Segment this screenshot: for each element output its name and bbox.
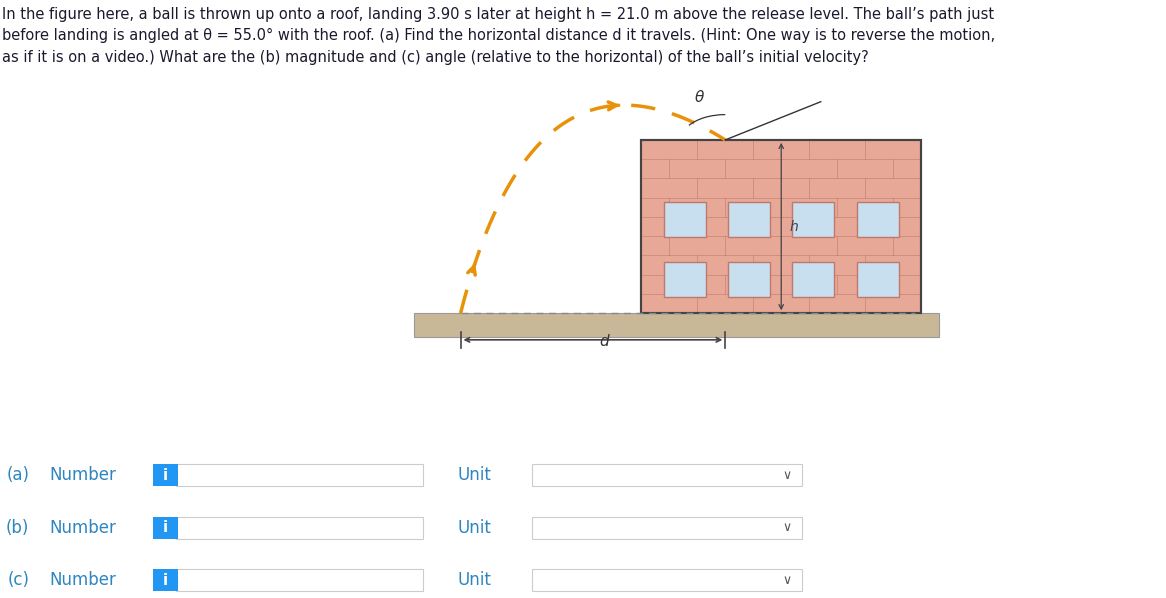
Bar	[793, 262, 835, 297]
FancyBboxPatch shape	[532, 464, 802, 486]
Bar	[857, 262, 899, 297]
Text: Unit: Unit	[457, 571, 491, 589]
FancyBboxPatch shape	[532, 517, 802, 539]
Bar	[414, 313, 939, 337]
Text: Unit: Unit	[457, 518, 491, 536]
Text: i: i	[163, 520, 168, 535]
Text: ∨: ∨	[782, 469, 792, 481]
Text: Number: Number	[49, 466, 115, 484]
Text: i: i	[163, 573, 168, 588]
FancyBboxPatch shape	[176, 464, 423, 486]
Bar	[793, 202, 835, 237]
Bar	[857, 202, 899, 237]
FancyBboxPatch shape	[153, 517, 178, 539]
Text: $\theta$: $\theta$	[694, 89, 705, 105]
Bar	[728, 202, 770, 237]
Text: (b): (b)	[6, 518, 29, 536]
Text: $d$: $d$	[599, 333, 611, 349]
Text: In the figure here, a ball is thrown up onto a roof, landing 3.90 s later at hei: In the figure here, a ball is thrown up …	[2, 7, 996, 65]
FancyBboxPatch shape	[532, 569, 802, 591]
FancyBboxPatch shape	[153, 464, 178, 486]
Text: Number: Number	[49, 571, 115, 589]
Bar	[663, 202, 705, 237]
Bar	[663, 262, 705, 297]
FancyBboxPatch shape	[176, 517, 423, 539]
Text: (a): (a)	[6, 466, 29, 484]
Bar	[728, 262, 770, 297]
Bar	[641, 140, 921, 313]
Text: ∨: ∨	[782, 574, 792, 587]
Bar	[641, 140, 921, 313]
Text: (c): (c)	[7, 571, 29, 589]
Text: $h$: $h$	[789, 219, 799, 234]
FancyBboxPatch shape	[176, 569, 423, 591]
Text: i: i	[163, 468, 168, 483]
FancyBboxPatch shape	[153, 569, 178, 591]
Text: ∨: ∨	[782, 521, 792, 534]
Text: Number: Number	[49, 518, 115, 536]
Text: Unit: Unit	[457, 466, 491, 484]
